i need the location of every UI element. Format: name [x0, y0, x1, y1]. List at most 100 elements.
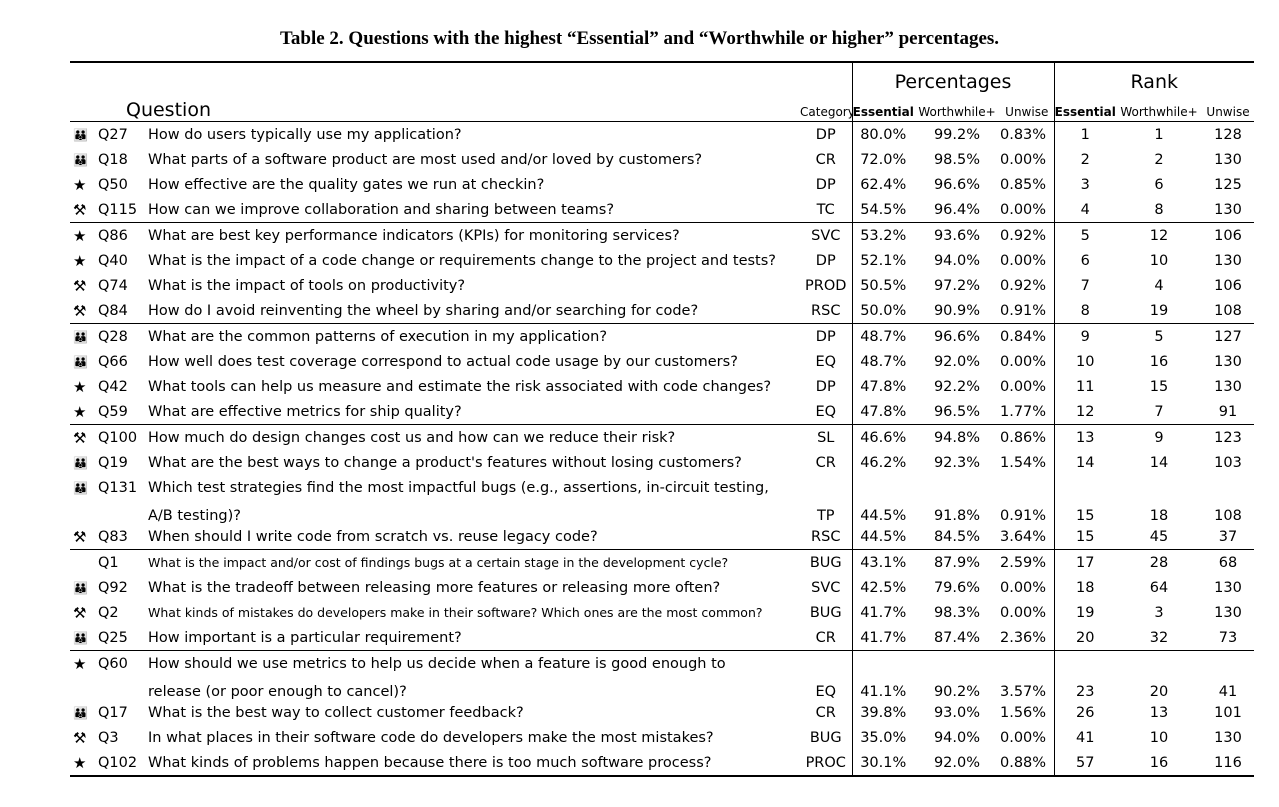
unwise-rank: 106 — [1202, 222, 1255, 248]
question-text: What tools can help us measure and estim… — [148, 378, 772, 395]
question-id: Q50 — [98, 176, 128, 193]
essential-rank: 5 — [1053, 222, 1116, 248]
people-icon: 👪 — [73, 127, 88, 142]
worthwhile-rank: 16 — [1149, 353, 1169, 370]
question-id: Q102 — [98, 750, 148, 777]
category-cell: RSC — [811, 528, 841, 545]
essential-rank: 4 — [1053, 197, 1116, 223]
unwise-rank: 91 — [1218, 403, 1238, 420]
unwise-pct: 1.54% — [1000, 454, 1047, 471]
unwise-rank: 125 — [1214, 176, 1242, 193]
unwise-pct: 0.00% — [1000, 579, 1047, 596]
question-text: In what places in their software code do… — [148, 729, 714, 746]
unwise-rank: 116 — [1202, 750, 1255, 777]
essential-pct: 48.7% — [851, 323, 914, 349]
worthwhile-rank: 7 — [1154, 403, 1164, 420]
people-icon: 👪 — [73, 152, 88, 167]
category-cell: EQ — [815, 353, 837, 370]
essential-pct: 48.7% — [851, 349, 914, 374]
unwise-pct: 0.00% — [1000, 729, 1047, 746]
unwise-pct: 0.86% — [1000, 424, 1054, 450]
essential-pct: 44.5% — [851, 524, 914, 550]
category-cell: DP — [815, 252, 836, 269]
people-icon: 👪 — [73, 580, 88, 595]
essential-pct: 41.1% — [851, 676, 914, 700]
question-text: What are effective metrics for ship qual… — [148, 403, 462, 420]
table-row-continuation: release (or poor enough to cancel)? EQ 41.… — [70, 676, 1254, 700]
empty-cell — [851, 475, 914, 500]
essential-rank: 23 — [1053, 676, 1116, 700]
essential-rank: 17 — [1053, 549, 1116, 575]
category-cell: SVC — [800, 222, 852, 248]
empty-cell — [1116, 475, 1202, 500]
unwise-rank: 108 — [1214, 302, 1242, 319]
worthwhile-pct: 98.3% — [933, 604, 981, 621]
unwise-rank: 130 — [1214, 604, 1242, 621]
worthwhile-rank: 13 — [1149, 704, 1169, 721]
table-row-continuation: A/B testing)? TP 44.5% 91.8% 0.91% 15 18 108 — [70, 500, 1254, 524]
unwise-rank-header: Unwise — [1202, 93, 1255, 122]
table-row: 👪 Q17 What is the best way to collect cust… — [70, 700, 1254, 725]
essential-rank: 20 — [1053, 625, 1116, 651]
unwise-rank: 123 — [1202, 424, 1255, 450]
essential-pct: 50.5% — [851, 273, 914, 298]
essential-pct: 72.0% — [851, 147, 914, 172]
worthwhile-rank: 2 — [1154, 151, 1164, 168]
people-icon: 👪 — [73, 354, 88, 369]
table-row: ⚒ Q84 How do I avoid reinventing the wheel… — [70, 298, 1254, 324]
category-cell: DP — [815, 126, 836, 143]
unwise-pct: 0.85% — [1000, 176, 1047, 193]
question-id: Q100 — [98, 424, 148, 450]
unwise-pct: 2.59% — [1000, 549, 1054, 575]
worthwhile-pct: 92.3% — [933, 454, 981, 471]
unwise-pct: 0.00% — [1000, 604, 1047, 621]
worthwhile-pct: 94.0% — [933, 252, 981, 269]
worthwhile-pct: 98.5% — [933, 151, 981, 168]
category-cell: CR — [815, 704, 836, 721]
essential-pct: 44.5% — [851, 500, 914, 524]
table-row: 👪 Q28 What are the common patterns of exec… — [70, 323, 1255, 349]
question-text: How do I avoid reinventing the wheel by … — [148, 302, 699, 319]
question-text: How should we use metrics to help us dec… — [148, 650, 800, 676]
essential-pct: 47.8% — [851, 399, 914, 425]
empty-cell — [98, 676, 148, 700]
questions-table: Percentages Rank Question Category Essen… — [70, 61, 1255, 777]
question-text: What are the common patterns of executio… — [148, 323, 800, 349]
essential-pct: 46.6% — [851, 424, 914, 450]
empty-cell — [1053, 475, 1116, 500]
unwise-rank: 130 — [1214, 378, 1242, 395]
rank-header: Rank — [1053, 61, 1255, 93]
worthwhile-rank: 10 — [1149, 252, 1169, 269]
essential-rank: 12 — [1053, 399, 1116, 425]
question-id: Q19 — [98, 454, 128, 471]
tools-icon: ⚒ — [73, 603, 87, 622]
essential-rank: 57 — [1053, 750, 1116, 777]
worthwhile-rank: 18 — [1149, 508, 1169, 524]
worthwhile-rank: 8 — [1154, 201, 1164, 218]
table-row: 👪 Q27 How do users typically use my applic… — [70, 121, 1254, 147]
worthwhile-rank: 28 — [1116, 549, 1202, 575]
worthwhile-rank: 5 — [1116, 323, 1202, 349]
percentages-header: Percentages — [851, 61, 1054, 93]
unwise-pct-header: Unwise — [1000, 93, 1054, 122]
star-icon: ★ — [73, 251, 87, 270]
unwise-pct: 0.91% — [1000, 302, 1047, 319]
question-text: How can we improve collaboration and sha… — [148, 201, 615, 218]
table-row: ★ Q40 What is the impact of a code change … — [70, 248, 1254, 273]
unwise-rank: 127 — [1202, 323, 1255, 349]
unwise-pct: 0.00% — [1000, 353, 1047, 370]
table-row: ★ Q60 How should we use metrics to help us… — [70, 650, 1255, 676]
worthwhile-pct-header: Worthwhile+ — [914, 93, 1000, 122]
table-row: 👪 Q66 How well does test coverage correspo… — [70, 349, 1254, 374]
category-cell: DP — [815, 176, 836, 193]
question-text: What are best key performance indicators… — [148, 222, 800, 248]
question-id: Q1 — [98, 549, 148, 575]
question-id: Q27 — [98, 126, 128, 143]
worthwhile-pct: 87.9% — [914, 549, 1000, 575]
empty-cell — [1000, 475, 1054, 500]
unwise-pct: 0.92% — [1000, 277, 1047, 294]
table-row: ⚒ Q3 In what places in their software code… — [70, 725, 1254, 750]
essential-pct: 52.1% — [851, 248, 914, 273]
empty-cell — [1053, 650, 1116, 676]
table-body: 👪 Q27 How do users typically use my applic… — [70, 121, 1255, 777]
